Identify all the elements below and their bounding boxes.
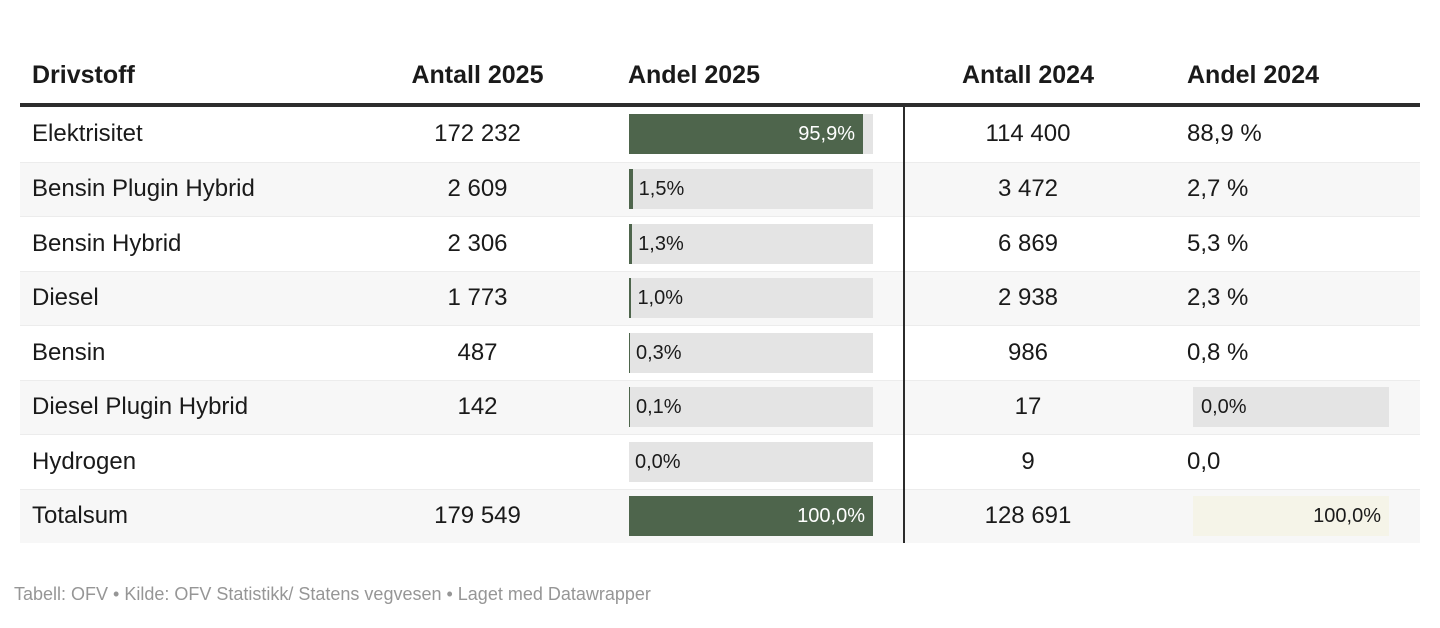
antall-2025-value: 2 306 <box>447 229 508 257</box>
antall-2025-value: 487 <box>457 338 498 366</box>
andel-2025-bar-fill <box>629 278 632 319</box>
andel-2025-bar-track: 0,0% <box>629 441 873 482</box>
andel-2024-cell: 2,7 % <box>1153 175 1420 203</box>
andel-2025-bar-label: 1,0% <box>637 287 684 310</box>
andel-2025-bar-track: 100,0% <box>629 496 873 537</box>
andel-2024-bar-track: 100,0% <box>1193 496 1389 537</box>
andel-2025-bar-fill <box>629 387 630 428</box>
antall-2025-value: 1 773 <box>447 284 508 312</box>
andel-2024-cell: 0,8 % <box>1153 339 1420 367</box>
fuel-label: Bensin <box>32 338 106 366</box>
fuel-label: Diesel Plugin Hybrid <box>32 393 249 421</box>
fuel-label: Totalsum <box>32 502 129 530</box>
andel-2024-bar-label: 0,0% <box>1201 396 1247 419</box>
andel-2025-bar-cell: 0,0% <box>625 441 903 482</box>
andel-2025-bar-cell: 1,5% <box>625 169 903 210</box>
andel-2025-bar-cell: 0,3% <box>625 332 903 373</box>
andel-2025-bar-cell: 95,9% <box>625 114 903 155</box>
andel-2025-bar-fill <box>629 332 630 373</box>
antall-2024-value: 986 <box>1007 338 1049 366</box>
andel-2024-value: 2,3 % <box>1187 284 1249 312</box>
antall-2024-value: 128 691 <box>984 502 1072 530</box>
antall-2025-value: 2 609 <box>447 175 508 203</box>
column-header-antall-2025: Antall 2025 <box>411 61 544 89</box>
andel-2025-bar-track: 1,0% <box>629 278 873 319</box>
antall-2024-value: 114 400 <box>985 120 1071 148</box>
table-row: Bensin Hybrid 2 306 1,3% 6 869 5,3 % <box>20 216 1420 271</box>
column-header-antall-2024: Antall 2024 <box>961 61 1094 89</box>
fuel-label: Elektrisitet <box>32 120 143 148</box>
andel-2025-bar-track: 0,3% <box>629 332 873 373</box>
andel-2025-bar-label: 0,0% <box>635 450 681 473</box>
andel-2024-cell: 0,0 <box>1153 448 1420 476</box>
andel-2024-bar-track: 0,0% <box>1193 387 1389 428</box>
andel-2025-bar-cell: 100,0% <box>625 496 903 537</box>
andel-2025-bar-label: 0,3% <box>636 341 682 364</box>
table-row: Totalsum 179 549 100,0% 128 691 100,0% <box>20 488 1420 543</box>
andel-2024-cell: 0,0% <box>1153 387 1420 428</box>
column-header-drivstoff: Drivstoff <box>32 61 135 89</box>
andel-2024-cell: 2,3 % <box>1153 284 1420 312</box>
antall-2025-value: 172 232 <box>434 120 521 148</box>
andel-2024-value: 0,0 <box>1187 447 1221 475</box>
antall-2024-value: 2 938 <box>997 284 1059 312</box>
header-rule <box>20 103 1420 107</box>
fuel-label: Bensin Plugin Hybrid <box>32 175 255 203</box>
table-row: Diesel 1 773 1,0% 2 938 2,3 % <box>20 270 1420 325</box>
andel-2025-bar-track: 1,5% <box>629 169 873 210</box>
fuel-label: Hydrogen <box>32 447 137 475</box>
fuel-label: Bensin Hybrid <box>32 229 182 257</box>
table-header-row: Drivstoff Antall 2025 Andel 2025 Antall … <box>20 47 1420 103</box>
andel-2025-bar-label: 0,1% <box>636 396 682 419</box>
andel-2025-bar-fill <box>629 169 633 210</box>
andel-2025-bar-label: 100,0% <box>797 505 865 528</box>
andel-2025-bar-track: 1,3% <box>629 223 873 264</box>
andel-2025-bar-label: 95,9% <box>798 123 855 146</box>
antall-2025-value: 142 <box>457 393 498 421</box>
andel-2024-cell: 5,3 % <box>1153 230 1420 258</box>
andel-2025-bar-fill <box>629 114 863 155</box>
andel-2025-bar-fill <box>629 496 873 537</box>
antall-2025-value: 179 549 <box>434 502 521 530</box>
fuel-table: Drivstoff Antall 2025 Andel 2025 Antall … <box>20 47 1420 543</box>
antall-2024-value: 3 472 <box>997 175 1059 203</box>
antall-2024-value: 17 <box>1014 393 1042 421</box>
antall-2024-value: 9 <box>1021 447 1035 475</box>
andel-2024-cell: 100,0% <box>1153 496 1420 537</box>
andel-2025-bar-cell: 1,3% <box>625 223 903 264</box>
andel-2024-value: 5,3 % <box>1187 229 1249 257</box>
table-row: Elektrisitet 172 232 95,9% 114 400 88,9 … <box>20 107 1420 162</box>
table-row: Diesel Plugin Hybrid 142 0,1% 17 0,0% <box>20 379 1420 434</box>
andel-2025-bar-track: 95,9% <box>629 114 873 155</box>
column-header-andel-2025: Andel 2025 <box>627 61 760 89</box>
andel-2024-cell: 88,9 % <box>1153 120 1420 148</box>
column-divider <box>903 107 905 543</box>
table-row: Bensin 487 0,3% 986 0,8 % <box>20 325 1420 380</box>
andel-2025-bar-cell: 0,1% <box>625 387 903 428</box>
andel-2025-bar-fill <box>629 223 633 264</box>
andel-2025-bar-cell: 1,0% <box>625 278 903 319</box>
andel-2025-bar-track: 0,1% <box>629 387 873 428</box>
andel-2025-bar-label: 1,3% <box>638 232 684 255</box>
column-header-andel-2024: Andel 2024 <box>1187 61 1320 89</box>
footer-attribution: Tabell: OFV • Kilde: OFV Statistikk/ Sta… <box>14 584 651 604</box>
andel-2025-bar-label: 1,5% <box>638 178 685 201</box>
andel-2024-value: 2,7 % <box>1187 175 1249 203</box>
andel-2024-value: 88,9 % <box>1187 120 1262 148</box>
table-row: Hydrogen 0,0% 9 0,0 <box>20 434 1420 489</box>
table-row: Bensin Plugin Hybrid 2 609 1,5% 3 472 2,… <box>20 161 1420 216</box>
fuel-label: Diesel <box>32 284 99 312</box>
antall-2024-value: 6 869 <box>997 229 1059 257</box>
table-body: Elektrisitet 172 232 95,9% 114 400 88,9 … <box>20 107 1420 543</box>
andel-2024-value: 0,8 % <box>1187 338 1249 366</box>
andel-2024-bar-label: 100,0% <box>1313 505 1381 528</box>
